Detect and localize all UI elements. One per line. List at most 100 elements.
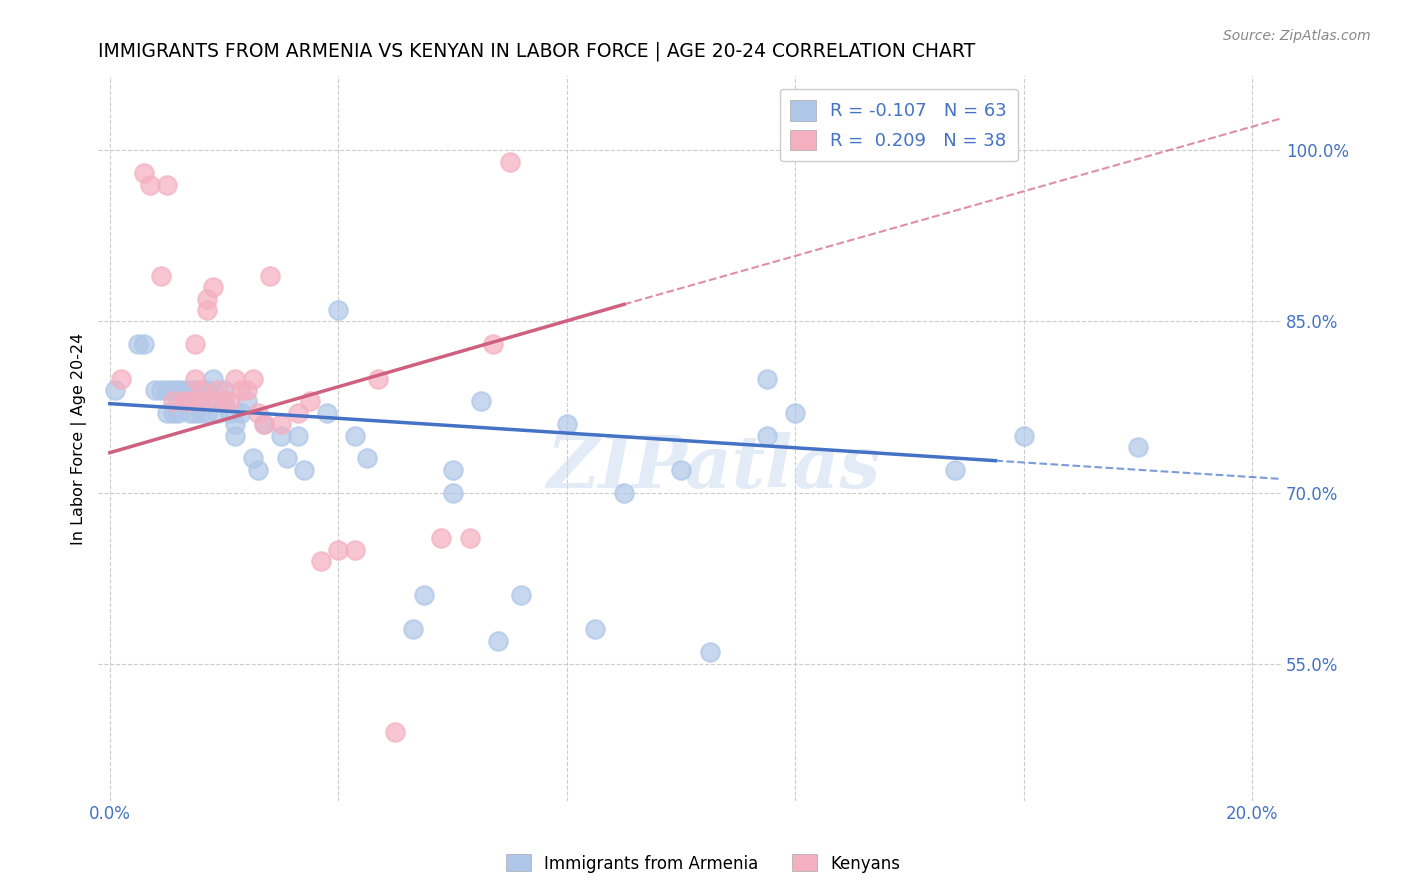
Point [247,406,270,420]
Point [179,406,201,420]
Point [481,337,503,351]
Point [328,303,350,318]
Point [167,394,190,409]
Point [309,554,332,568]
Point [218,394,240,409]
Point [231,406,253,420]
Point [162,394,184,409]
Point [583,623,606,637]
Point [401,623,423,637]
Point [184,394,207,409]
Point [236,394,259,409]
Point [292,463,315,477]
Point [224,371,246,385]
Point [430,531,453,545]
Point [555,417,578,432]
Point [184,371,207,385]
Point [413,588,436,602]
Point [173,383,195,397]
Point [344,542,367,557]
Legend: Immigrants from Armenia, Kenyans: Immigrants from Armenia, Kenyans [499,847,907,880]
Point [207,383,229,397]
Legend: R = -0.107   N = 63, R =  0.209   N = 38: R = -0.107 N = 63, R = 0.209 N = 38 [779,89,1018,161]
Point [156,178,179,192]
Point [150,268,173,283]
Point [259,268,281,283]
Point [276,451,298,466]
Point [247,463,270,477]
Point [384,725,406,739]
Point [162,383,184,397]
Point [270,428,292,442]
Point [195,406,218,420]
Point [218,406,240,420]
Point [1012,428,1035,442]
Point [201,280,224,294]
Point [298,394,321,409]
Point [156,383,179,397]
Point [195,383,218,397]
Point [287,406,309,420]
Point [253,417,276,432]
Point [270,417,292,432]
Point [486,634,509,648]
Point [287,428,309,442]
Point [470,394,492,409]
Point [356,451,378,466]
Point [190,383,212,397]
Point [132,166,155,180]
Point [755,428,778,442]
Point [441,485,464,500]
Point [224,417,246,432]
Point [162,406,184,420]
Point [458,531,481,545]
Point [184,383,207,397]
Point [173,394,195,409]
Point [669,463,692,477]
Point [441,463,464,477]
Point [179,383,201,397]
Point [132,337,155,351]
Point [127,337,149,351]
Point [224,428,246,442]
Point [167,383,190,397]
Point [139,178,162,192]
Point [184,337,207,351]
Text: Source: ZipAtlas.com: Source: ZipAtlas.com [1223,29,1371,44]
Point [499,154,522,169]
Point [195,303,218,318]
Point [231,383,253,397]
Point [207,406,229,420]
Point [212,383,235,397]
Point [201,371,224,385]
Text: ZIPatlas: ZIPatlas [547,432,880,503]
Point [841,144,863,158]
Point [236,383,259,397]
Point [145,383,167,397]
Point [190,406,212,420]
Point [201,394,224,409]
Point [699,645,721,659]
Point [510,588,533,602]
Point [755,371,778,385]
Point [201,394,224,409]
Point [242,371,264,385]
Point [190,383,212,397]
Point [184,406,207,420]
Point [1126,440,1149,454]
Point [367,371,389,385]
Text: IMMIGRANTS FROM ARMENIA VS KENYAN IN LABOR FORCE | AGE 20-24 CORRELATION CHART: IMMIGRANTS FROM ARMENIA VS KENYAN IN LAB… [98,42,976,62]
Point [344,428,367,442]
Point [167,406,190,420]
Point [328,542,350,557]
Point [315,406,337,420]
Point [150,383,173,397]
Point [242,451,264,466]
Point [212,394,235,409]
Point [179,394,201,409]
Y-axis label: In Labor Force | Age 20-24: In Labor Force | Age 20-24 [72,333,87,544]
Point [613,485,636,500]
Point [190,394,212,409]
Point [173,394,195,409]
Point [110,371,132,385]
